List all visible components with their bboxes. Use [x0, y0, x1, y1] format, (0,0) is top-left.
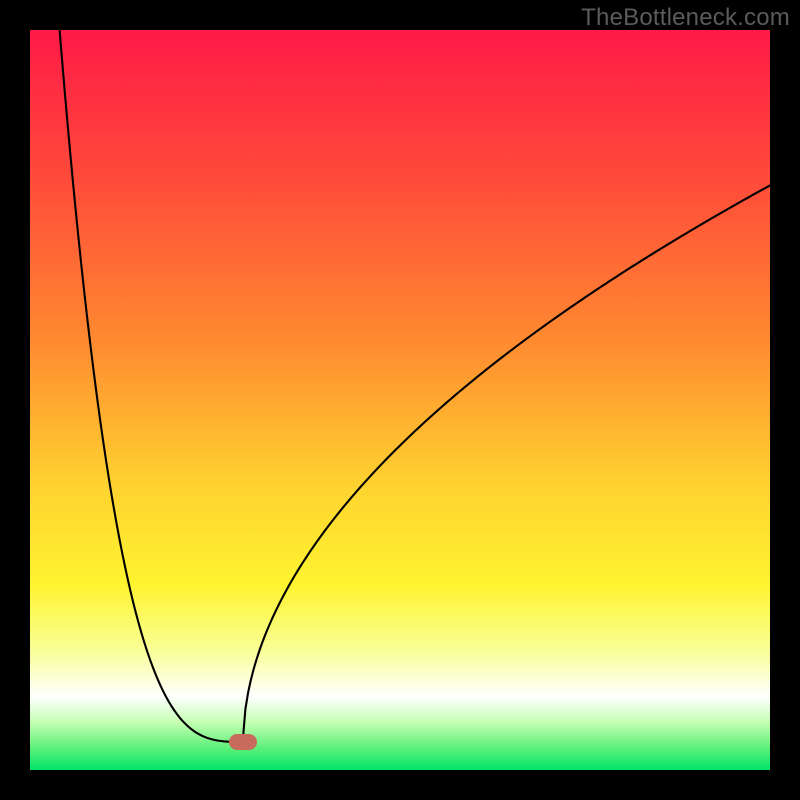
- chart-svg: [30, 30, 770, 770]
- image-frame: TheBottleneck.com: [0, 0, 800, 800]
- gradient-background-rect: [30, 30, 770, 770]
- watermark-text: TheBottleneck.com: [581, 4, 790, 32]
- chart-plot-area: [30, 30, 770, 770]
- minimum-marker-icon: [229, 734, 257, 750]
